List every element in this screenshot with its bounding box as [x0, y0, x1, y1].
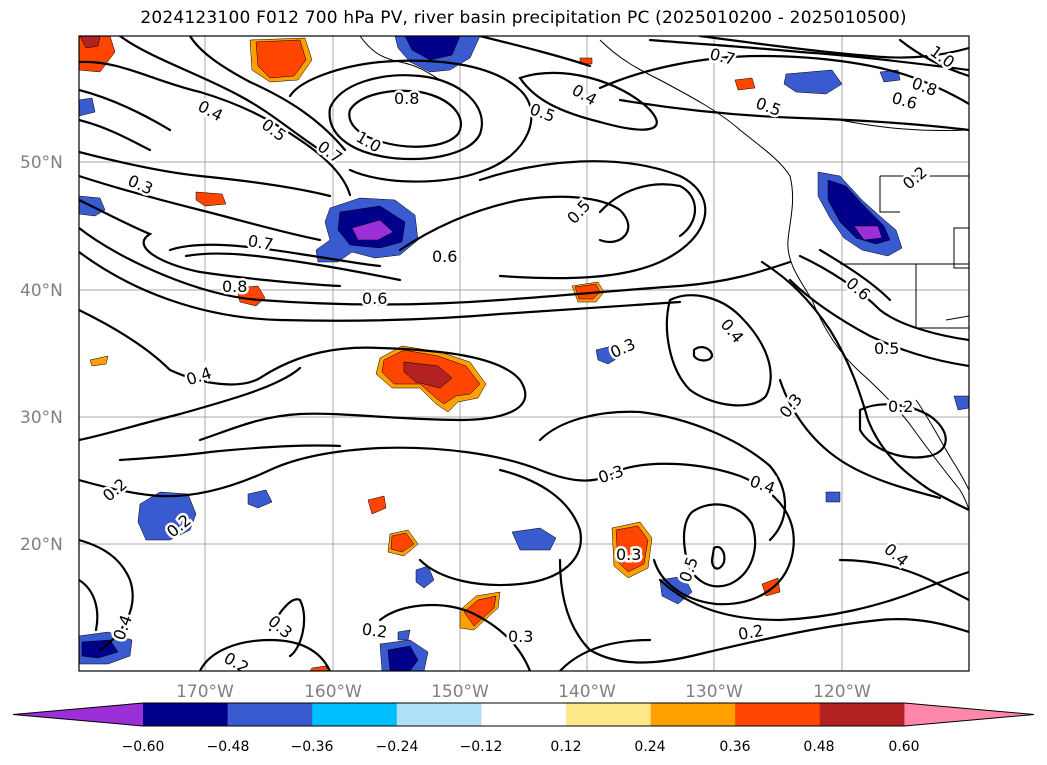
contour-label: 0.8 [222, 277, 247, 296]
colorbar-swatch [227, 703, 313, 726]
colorbar-outline [12, 702, 1035, 727]
colorbar-tick-labels: −0.60 −0.48 −0.36 −0.24 −0.12 0.12 0.24 … [122, 739, 920, 755]
map-frame [78, 35, 970, 672]
lat-label-30n: 30°N [20, 408, 63, 428]
map-title: 2024123100 F012 700 hPa PV, river basin … [140, 8, 907, 28]
colorbar-swatch [819, 703, 905, 726]
lat-label-50n: 50°N [20, 153, 63, 173]
lat-label-40n: 40°N [20, 281, 63, 301]
contour-label: 0.6 [432, 247, 457, 266]
lon-label-170w: 170°W [176, 682, 234, 702]
colorbar-tick: 0.24 [634, 739, 665, 755]
colorbar-tick: 0.36 [719, 739, 750, 755]
map-panel [79, 36, 969, 671]
colorbar-extend-low [13, 703, 143, 726]
contour-label: 0.6 [362, 289, 387, 308]
lat-label-20n: 20°N [20, 535, 63, 555]
contour-label: 0.2 [888, 397, 913, 416]
colorbar-tick: −0.36 [291, 739, 334, 755]
lon-label-140w: 140°W [558, 682, 616, 702]
colorbar-extend-high [904, 703, 1034, 726]
colorbar-swatch [566, 703, 652, 726]
colorbar-swatch [481, 703, 567, 726]
lon-label-150w: 150°W [431, 682, 489, 702]
colorbar-swatch [312, 703, 398, 726]
colorbar-swatch [143, 703, 229, 726]
contour-label: 0.3 [508, 627, 533, 646]
coastlines [359, 36, 969, 511]
colorbar-swatch [650, 703, 736, 726]
colorbar-tick: −0.48 [207, 739, 250, 755]
contour-label: 0.8 [394, 89, 419, 108]
lon-label-120w: 120°W [813, 682, 871, 702]
contour-label: 0.2 [737, 621, 765, 644]
contour-label: 0.5 [874, 339, 899, 358]
colorbar-tick: 0.12 [550, 739, 581, 755]
colorbar-swatch [396, 703, 482, 726]
longitude-labels: 170°W 160°W 150°W 140°W 130°W 120°W [176, 682, 871, 702]
colorbar-tick: −0.60 [122, 739, 165, 755]
colorbar-swatch [735, 703, 821, 726]
colorbar-tick: 0.60 [888, 739, 919, 755]
contour-label: 0.2 [361, 619, 389, 641]
colorbar-tick: −0.24 [376, 739, 419, 755]
pv-contours [79, 36, 969, 671]
colorbar-tick: −0.12 [460, 739, 503, 755]
latitude-labels: 50°N 40°N 30°N 20°N [20, 153, 63, 555]
lon-label-130w: 130°W [685, 682, 743, 702]
colorbar [12, 702, 1035, 727]
contour-label: 0.3 [616, 545, 641, 564]
lon-label-160w: 160°W [304, 682, 362, 702]
colorbar-tick: 0.48 [803, 739, 834, 755]
